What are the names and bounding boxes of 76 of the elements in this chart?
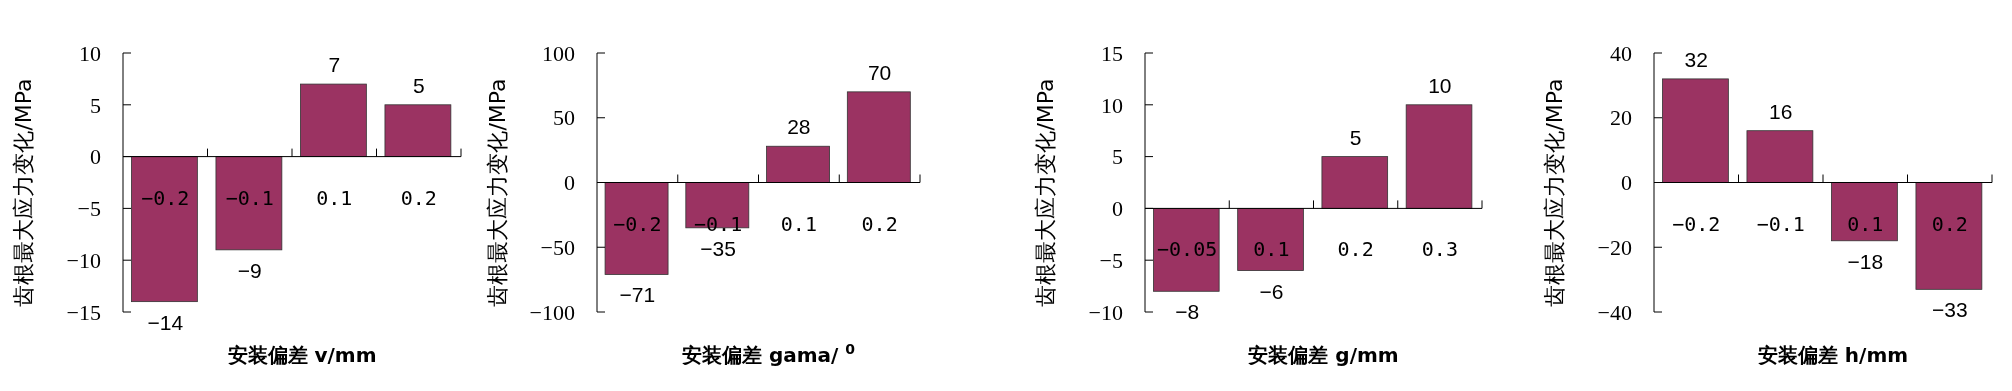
x-axis-title: 安装偏差 v/mm bbox=[227, 343, 377, 367]
bar bbox=[766, 145, 830, 183]
y-tick-label: −50 bbox=[540, 234, 575, 260]
bar bbox=[846, 91, 911, 183]
data-label: −6 bbox=[1259, 279, 1284, 303]
x-tick-label: 0.2 bbox=[400, 185, 437, 210]
y-tick-label: 0 bbox=[90, 144, 101, 170]
y-tick-label: 10 bbox=[79, 40, 101, 66]
bar bbox=[1321, 156, 1389, 209]
x-axis-title: 安装偏差 g/mm bbox=[1248, 343, 1399, 367]
bar bbox=[384, 104, 452, 157]
y-tick-label: 15 bbox=[1101, 40, 1123, 66]
bar bbox=[1662, 78, 1729, 183]
y-tick-label: 0 bbox=[1621, 170, 1632, 196]
y-tick-label: −5 bbox=[77, 196, 101, 222]
y-tick-label: 50 bbox=[553, 105, 575, 131]
x-tick-label: 0.2 bbox=[861, 211, 898, 236]
x-tick-label: 0.1 bbox=[780, 211, 817, 236]
y-tick-label: −100 bbox=[529, 299, 575, 325]
data-label: −18 bbox=[1847, 249, 1884, 273]
y-tick-label: −5 bbox=[1099, 247, 1123, 273]
data-label: 5 bbox=[412, 73, 425, 97]
data-label: 32 bbox=[1684, 47, 1708, 71]
y-tick-label: −20 bbox=[1597, 234, 1632, 260]
bar bbox=[300, 83, 367, 157]
x-tick-label: −0.2 bbox=[141, 185, 190, 210]
y-tick-label: 10 bbox=[1101, 92, 1123, 118]
y-tick-label: −40 bbox=[1597, 299, 1632, 325]
bar bbox=[1237, 208, 1304, 271]
y-axis-title: 齿根最大应力变化/MPa bbox=[1541, 78, 1567, 307]
x-tick-label: −0.1 bbox=[1756, 211, 1805, 236]
y-tick-label: 20 bbox=[1610, 105, 1632, 131]
data-label: 70 bbox=[867, 60, 892, 84]
data-label: −8 bbox=[1175, 300, 1200, 324]
y-tick-label: 40 bbox=[1610, 40, 1632, 66]
y-tick-label: 100 bbox=[542, 40, 575, 66]
bar bbox=[604, 182, 669, 275]
data-label: −9 bbox=[237, 258, 262, 282]
bar bbox=[1915, 182, 1983, 290]
y-tick-label: −15 bbox=[66, 299, 101, 325]
x-tick-label: 0.1 bbox=[316, 185, 353, 210]
y-tick-label: −10 bbox=[1088, 299, 1123, 325]
x-tick-label: 0.2 bbox=[1337, 237, 1374, 262]
bar bbox=[131, 156, 198, 303]
bar bbox=[215, 156, 283, 251]
x-tick-label: −0.05 bbox=[1157, 237, 1218, 262]
bar bbox=[1405, 104, 1473, 209]
x-axis-title: 安装偏差 gama/ $^{0}$ bbox=[681, 341, 856, 367]
x-tick-label: −0.2 bbox=[613, 211, 662, 236]
y-tick-label: 5 bbox=[1112, 144, 1123, 170]
bar bbox=[1831, 182, 1898, 242]
x-tick-label: 0.2 bbox=[1931, 211, 1968, 236]
y-axis-title: 齿根最大应力变化/MPa bbox=[10, 78, 36, 307]
x-tick-label: −0.1 bbox=[225, 185, 274, 210]
x-tick-label: 0.3 bbox=[1421, 237, 1458, 262]
y-axis-title: 齿根最大应力变化/MPa bbox=[484, 78, 510, 307]
bar bbox=[1153, 208, 1220, 292]
x-tick-label: 0.1 bbox=[1253, 237, 1290, 262]
data-label: −14 bbox=[147, 310, 184, 334]
data-label: 5 bbox=[1349, 125, 1362, 149]
y-tick-label: 0 bbox=[564, 170, 575, 196]
y-tick-label: −10 bbox=[66, 247, 101, 273]
data-label: −35 bbox=[700, 236, 736, 260]
data-label: −33 bbox=[1931, 298, 1968, 322]
x-tick-label: −0.2 bbox=[1672, 211, 1721, 236]
x-axis-title: 安装偏差 h/mm bbox=[1757, 343, 1909, 367]
data-label: −71 bbox=[619, 283, 656, 307]
x-tick-label: 0.1 bbox=[1847, 211, 1884, 236]
y-tick-label: 5 bbox=[90, 92, 101, 118]
y-tick-label: 0 bbox=[1112, 196, 1123, 222]
bar bbox=[1746, 130, 1814, 183]
data-label: 16 bbox=[1769, 99, 1793, 123]
data-label: 28 bbox=[787, 115, 811, 139]
y-axis-title: 齿根最大应力变化/MPa bbox=[1032, 78, 1058, 307]
data-label: 10 bbox=[1428, 73, 1452, 97]
data-label: 7 bbox=[328, 53, 341, 77]
